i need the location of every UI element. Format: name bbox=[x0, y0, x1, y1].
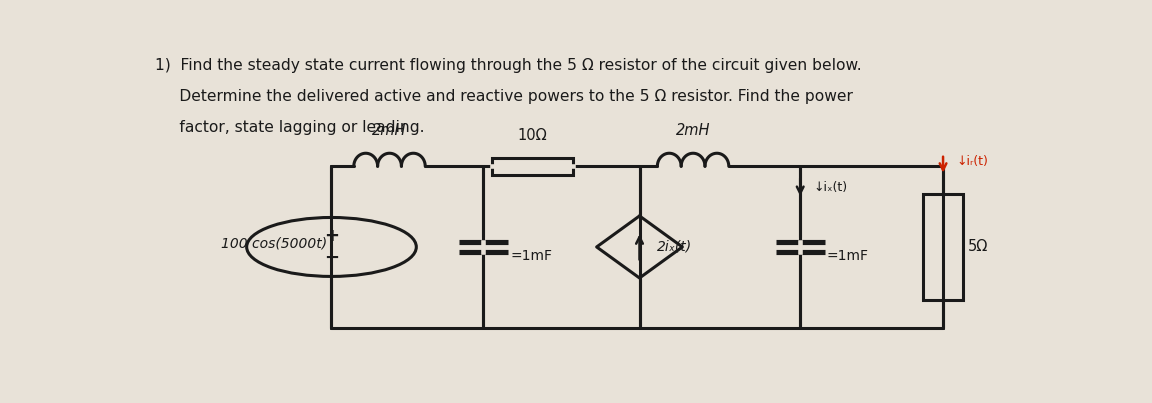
Text: 1)  Find the steady state current flowing through the 5 Ω resistor of the circui: 1) Find the steady state current flowing… bbox=[154, 58, 862, 73]
Text: ↓iᵣ(t): ↓iᵣ(t) bbox=[956, 155, 988, 168]
Text: =1mF: =1mF bbox=[827, 249, 869, 263]
Text: 100 cos(5000t): 100 cos(5000t) bbox=[221, 237, 327, 251]
Text: −: − bbox=[324, 249, 339, 267]
Text: ↓iₓ(t): ↓iₓ(t) bbox=[813, 181, 848, 194]
Text: 2iₓ(t): 2iₓ(t) bbox=[658, 240, 692, 254]
Text: 5Ω: 5Ω bbox=[968, 239, 988, 254]
Text: 2mH: 2mH bbox=[372, 123, 407, 138]
Text: 10Ω: 10Ω bbox=[517, 128, 547, 143]
Text: Determine the delivered active and reactive powers to the 5 Ω resistor. Find the: Determine the delivered active and react… bbox=[154, 89, 852, 104]
Text: =1mF: =1mF bbox=[510, 249, 552, 263]
Bar bbox=[923, 194, 963, 300]
Text: +: + bbox=[324, 227, 339, 245]
Text: factor, state lagging or leading.: factor, state lagging or leading. bbox=[154, 120, 424, 135]
Bar bbox=[492, 158, 573, 175]
Text: 2mH: 2mH bbox=[676, 123, 711, 138]
